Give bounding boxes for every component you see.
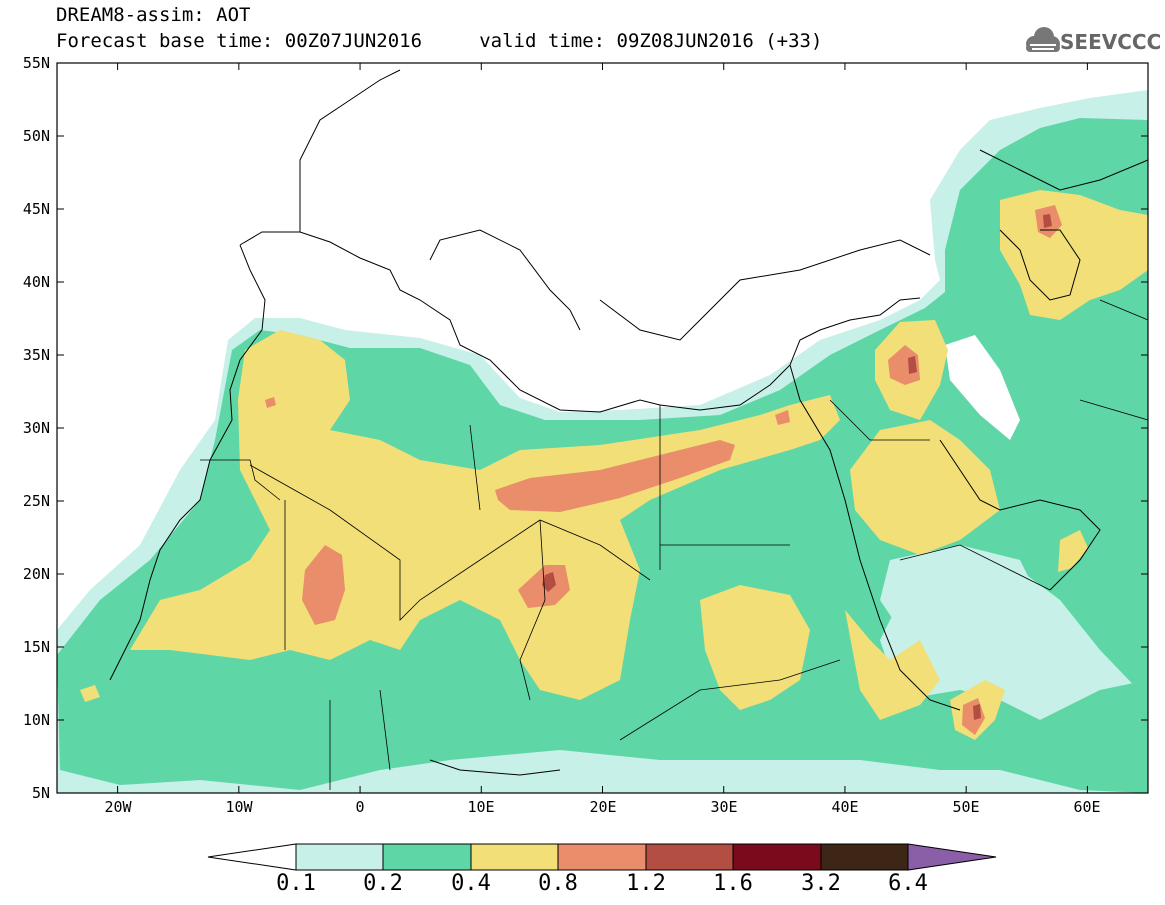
- colorbar-label: 0.4: [451, 871, 491, 896]
- lat-label: 55N: [22, 54, 50, 72]
- colorbar-box-1.2: [645, 843, 734, 871]
- lon-label: 0: [355, 798, 365, 816]
- colorbar-label: 0.1: [276, 871, 316, 896]
- colorbar-low-triangle: [207, 843, 297, 871]
- aot-contour-0.8: [775, 410, 790, 425]
- colorbar: [207, 843, 997, 871]
- lon-label: 30E: [710, 798, 738, 816]
- colorbar-label: 1.6: [713, 871, 753, 896]
- aot-clear-area: [880, 545, 1040, 630]
- colorbar-box-0.2: [382, 843, 472, 871]
- aot-contour-0.8: [495, 440, 735, 512]
- lon-label: 20E: [589, 798, 617, 816]
- colorbar-label: 3.2: [801, 871, 841, 896]
- aot-contour-1.2: [1043, 214, 1052, 228]
- aot-contour-0.8: [265, 397, 276, 408]
- aot-contour-0.4: [850, 420, 1000, 555]
- aot-contour-1.2: [542, 572, 556, 592]
- colorbar-high-triangle: [907, 843, 997, 871]
- lat-label: 10N: [22, 711, 50, 729]
- lon-label: 60E: [1073, 798, 1101, 816]
- aot-contour-1.2: [973, 704, 981, 720]
- lon-label: 10E: [467, 798, 495, 816]
- aot-contour-0.8: [888, 345, 920, 385]
- forecast-times: Forecast base time: 00Z07JUN2016 valid t…: [56, 30, 823, 52]
- cloud-logo-icon: [1026, 27, 1060, 52]
- aot-contour-0.8: [302, 545, 345, 625]
- colorbar-label: 1.2: [626, 871, 666, 896]
- map-title: DREAM8-assim: AOT: [56, 4, 251, 26]
- aot-contour-0.4: [845, 610, 940, 720]
- colorbar-box-0.8: [557, 843, 647, 871]
- lat-label: 35N: [22, 346, 50, 364]
- colorbar-label: 6.4: [888, 871, 928, 896]
- lat-label: 50N: [22, 127, 50, 145]
- lat-label: 15N: [22, 638, 50, 656]
- logo-text: SEEVCCC: [1060, 30, 1162, 54]
- aot-contour-0.4: [80, 685, 100, 702]
- colorbar-box-3.2: [820, 843, 909, 871]
- lat-label: 45N: [22, 200, 50, 218]
- lon-label: 20W: [104, 798, 132, 816]
- borders: [200, 299, 1148, 790]
- colorbar-box-1.6: [732, 843, 822, 871]
- colorbar-box-0.1: [295, 843, 384, 871]
- lat-label: 30N: [22, 419, 50, 437]
- colorbar-box-0.4: [470, 843, 559, 871]
- lat-label: 20N: [22, 565, 50, 583]
- colorbar-label: 0.8: [538, 871, 578, 896]
- aot-field: [57, 63, 1148, 793]
- lon-label: 50E: [952, 798, 980, 816]
- lat-label: 25N: [22, 492, 50, 510]
- lat-label: 5N: [31, 784, 50, 802]
- aot-clear-area: [945, 335, 1020, 440]
- coastlines: [109, 69, 1148, 776]
- lon-label: 10W: [225, 798, 253, 816]
- colorbar-label: 0.2: [363, 871, 403, 896]
- lat-label: 40N: [22, 273, 50, 291]
- aot-contour-0.4: [1058, 530, 1088, 572]
- lon-label: 40E: [831, 798, 859, 816]
- aot-contour-1.2: [908, 356, 917, 374]
